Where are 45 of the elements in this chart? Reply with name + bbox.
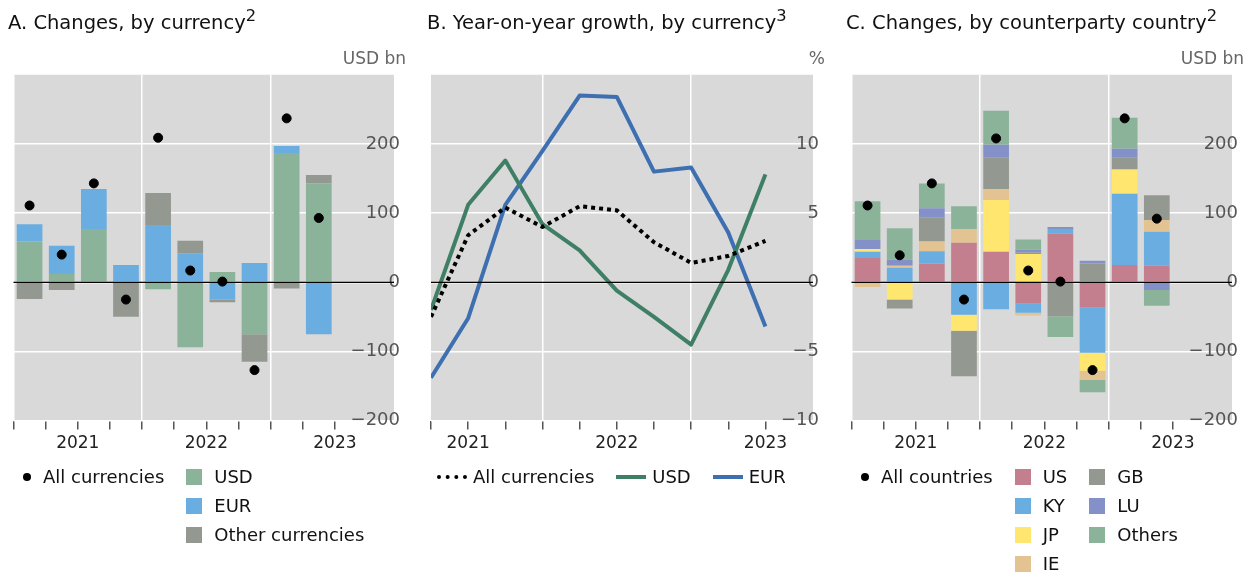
- legend-label: IE: [1042, 553, 1060, 572]
- chart-title: B. Year-on-year growth, by currency$^{3}$: [427, 6, 787, 34]
- x-tick-label: 2021: [56, 432, 100, 453]
- legend-label: Other currencies: [214, 524, 365, 545]
- y-tick-label: 100: [365, 200, 400, 222]
- y-tick-label: 0: [807, 269, 819, 291]
- legend-label: EUR: [748, 466, 786, 487]
- x-tick-label: 2021: [894, 432, 938, 453]
- y-axis-title: USD bn: [1180, 48, 1244, 68]
- y-tick-label: 5: [807, 200, 819, 222]
- y-tick-label: 200: [365, 131, 400, 153]
- legend-label: USD: [652, 466, 691, 487]
- legend-label: Others: [1117, 524, 1178, 545]
- legend-label: All currencies: [473, 466, 595, 487]
- y-tick-label: 0: [388, 269, 400, 291]
- y-tick-label: 200: [1203, 131, 1238, 153]
- y-tick-label: 10: [796, 131, 819, 153]
- y-axis-title: %: [808, 48, 825, 68]
- y-tick-label: −200: [1188, 408, 1238, 430]
- y-tick-label: 0: [1226, 269, 1238, 291]
- x-tick-label: 2023: [743, 432, 788, 453]
- y-tick-label: −200: [350, 408, 400, 430]
- legend-label: US: [1042, 466, 1068, 487]
- legend-label: USD: [214, 466, 253, 487]
- legend-label: All currencies: [43, 466, 165, 487]
- chart-title: A. Changes, by currency$^{2}$: [8, 6, 257, 34]
- legend-label: EUR: [214, 495, 252, 516]
- y-tick-label: 100: [1203, 200, 1238, 222]
- y-tick-label: −5: [792, 339, 819, 361]
- legend-label: LU: [1117, 495, 1140, 516]
- legend-label: All countries: [881, 466, 993, 487]
- x-tick-label: 2022: [1022, 432, 1066, 453]
- y-axis-title: USD bn: [342, 48, 406, 68]
- legend-label: JP: [1042, 524, 1059, 545]
- x-tick-label: 2023: [313, 432, 357, 453]
- y-tick-label: −100: [1188, 339, 1238, 361]
- y-tick-label: −10: [781, 408, 819, 430]
- x-tick-label: 2022: [184, 432, 228, 453]
- chart-title: C. Changes, by counterparty country$^{2}$: [846, 6, 1218, 34]
- legend-label: KY: [1042, 495, 1065, 516]
- legend-label: GB: [1117, 466, 1144, 487]
- y-tick-label: −100: [350, 339, 400, 361]
- x-tick-label: 2021: [446, 432, 490, 453]
- x-tick-label: 2023: [1151, 432, 1195, 453]
- x-tick-label: 2022: [595, 432, 639, 453]
